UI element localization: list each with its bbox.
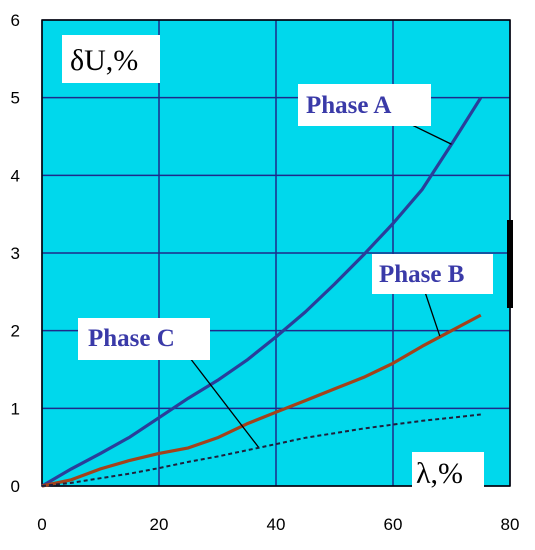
- series-line-phase-c: [41, 413, 481, 487]
- y-tick-label: 3: [11, 244, 20, 263]
- x-tick-label: 80: [501, 515, 520, 534]
- leader-line-phase-a: [409, 123, 452, 145]
- y-tick-label: 4: [11, 166, 20, 185]
- series-label-box-phase-a: [298, 84, 431, 126]
- xlabel-box: [412, 452, 484, 494]
- x-tick-label: 40: [267, 515, 286, 534]
- x-tick-label: 0: [37, 515, 46, 534]
- series-label-box-phase-b: [372, 254, 493, 294]
- leader-line-phase-c: [189, 357, 259, 448]
- series-line-phase-a: [41, 96, 483, 488]
- series-label-phase-c: Phase C: [88, 325, 175, 352]
- y-tick-label: 5: [11, 89, 20, 108]
- x-tick-label: 60: [384, 515, 403, 534]
- series-label-phase-b: Phase B: [379, 261, 464, 288]
- leader-line-phase-b: [424, 291, 441, 337]
- right-edge-marker: [507, 220, 513, 308]
- label-leader-lines: [189, 123, 452, 448]
- series-line-phase-b: [41, 313, 482, 488]
- ylabel: δU,%: [70, 44, 138, 77]
- series-label-box-phase-c: [78, 318, 210, 360]
- y-tick-label: 6: [11, 11, 20, 30]
- y-tick-label: 2: [11, 322, 20, 341]
- y-tick-label: 0: [11, 477, 20, 496]
- x-tick-label: 20: [150, 515, 169, 534]
- ylabel-box: [62, 35, 160, 83]
- y-tick-label: 1: [11, 399, 20, 418]
- series-lines: [41, 96, 483, 488]
- tick-labels: 0 20 40 60 80 0 1 2 3 4 5 6: [11, 11, 520, 534]
- series-label-phase-a: Phase A: [306, 92, 391, 119]
- xlabel: λ,%: [416, 457, 463, 490]
